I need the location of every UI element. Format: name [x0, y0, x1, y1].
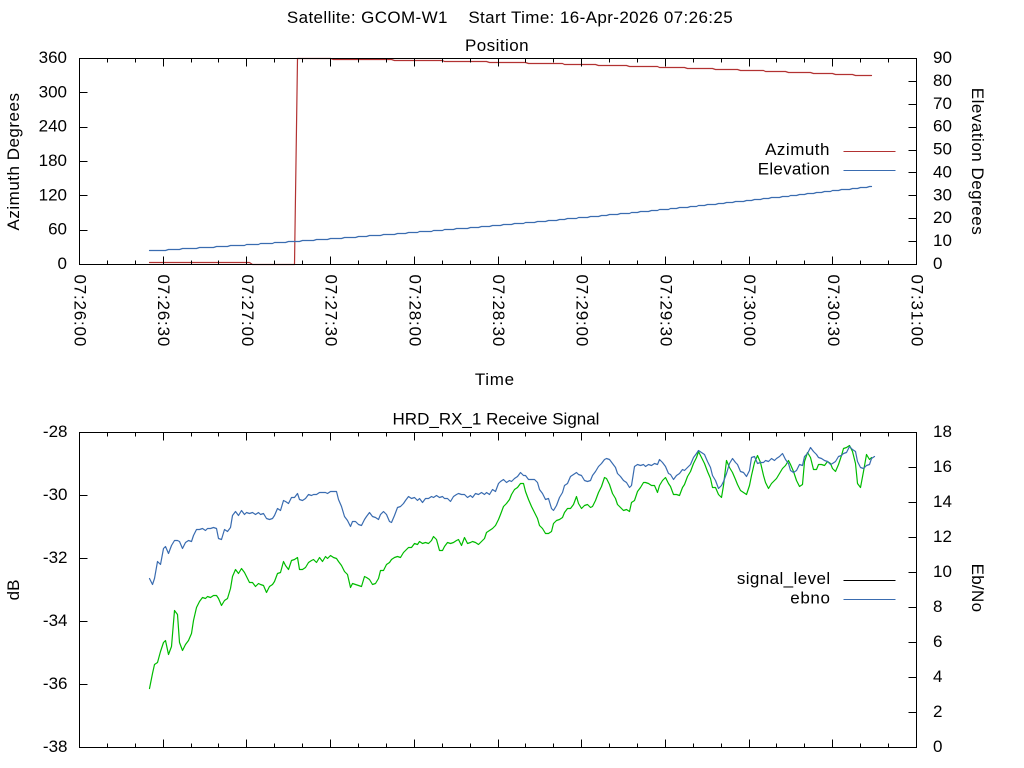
- svg-text:90: 90: [933, 48, 952, 67]
- svg-text:Position: Position: [465, 36, 529, 55]
- svg-text:60: 60: [933, 117, 952, 136]
- svg-text:30: 30: [933, 185, 952, 204]
- svg-text:10: 10: [933, 231, 952, 250]
- svg-text:60: 60: [48, 220, 67, 239]
- svg-text:Time: Time: [475, 370, 515, 389]
- svg-text:120: 120: [39, 185, 67, 204]
- svg-text:07:31:00: 07:31:00: [908, 275, 927, 348]
- svg-text:0: 0: [58, 254, 67, 273]
- svg-text:dB: dB: [4, 580, 23, 601]
- svg-text:10: 10: [933, 562, 952, 581]
- svg-text:14: 14: [933, 492, 952, 511]
- svg-text:Azimuth: Azimuth: [765, 140, 830, 159]
- svg-text:6: 6: [933, 632, 942, 651]
- svg-text:-28: -28: [43, 422, 68, 441]
- svg-text:0: 0: [933, 254, 942, 273]
- svg-text:-32: -32: [43, 548, 68, 567]
- svg-text:Elevation: Elevation: [758, 160, 830, 179]
- svg-text:0: 0: [933, 737, 942, 756]
- svg-text:07:28:00: 07:28:00: [405, 275, 424, 348]
- svg-text:2: 2: [933, 702, 942, 721]
- svg-text:07:26:30: 07:26:30: [154, 275, 173, 348]
- svg-text:240: 240: [39, 117, 67, 136]
- svg-text:12: 12: [933, 527, 952, 546]
- svg-text:18: 18: [933, 422, 952, 441]
- svg-text:360: 360: [39, 48, 67, 67]
- svg-text:-34: -34: [43, 611, 68, 630]
- svg-text:-36: -36: [43, 674, 68, 693]
- svg-text:07:30:00: 07:30:00: [740, 275, 759, 348]
- svg-text:-38: -38: [43, 737, 68, 756]
- svg-text:180: 180: [39, 151, 67, 170]
- svg-text:07:29:30: 07:29:30: [656, 275, 675, 348]
- svg-text:300: 300: [39, 82, 67, 101]
- svg-text:HRD_RX_1 Receive Signal: HRD_RX_1 Receive Signal: [393, 410, 600, 429]
- svg-text:07:27:30: 07:27:30: [322, 275, 341, 348]
- svg-text:ebno: ebno: [790, 589, 830, 608]
- svg-text:Azimuth Degrees: Azimuth Degrees: [4, 93, 23, 231]
- svg-text:07:27:00: 07:27:00: [238, 275, 257, 348]
- svg-text:4: 4: [933, 667, 942, 686]
- svg-text:07:28:30: 07:28:30: [489, 275, 508, 348]
- svg-text:16: 16: [933, 457, 952, 476]
- svg-text:20: 20: [933, 208, 952, 227]
- svg-text:Elevation Degrees: Elevation Degrees: [968, 88, 987, 235]
- svg-text:50: 50: [933, 140, 952, 159]
- svg-text:Eb/No: Eb/No: [968, 564, 987, 613]
- svg-text:-30: -30: [43, 485, 68, 504]
- svg-text:signal_level: signal_level: [737, 569, 831, 588]
- svg-text:40: 40: [933, 162, 952, 181]
- svg-text:8: 8: [933, 597, 942, 616]
- svg-text:80: 80: [933, 71, 952, 90]
- svg-text:07:26:00: 07:26:00: [71, 275, 90, 348]
- svg-text:07:29:00: 07:29:00: [573, 275, 592, 348]
- svg-text:70: 70: [933, 94, 952, 113]
- svg-text:Satellite: GCOM-W1 Start Ti: Satellite: GCOM-W1 Start Time: 16-Apr-20…: [287, 8, 733, 27]
- svg-text:07:30:30: 07:30:30: [824, 275, 843, 348]
